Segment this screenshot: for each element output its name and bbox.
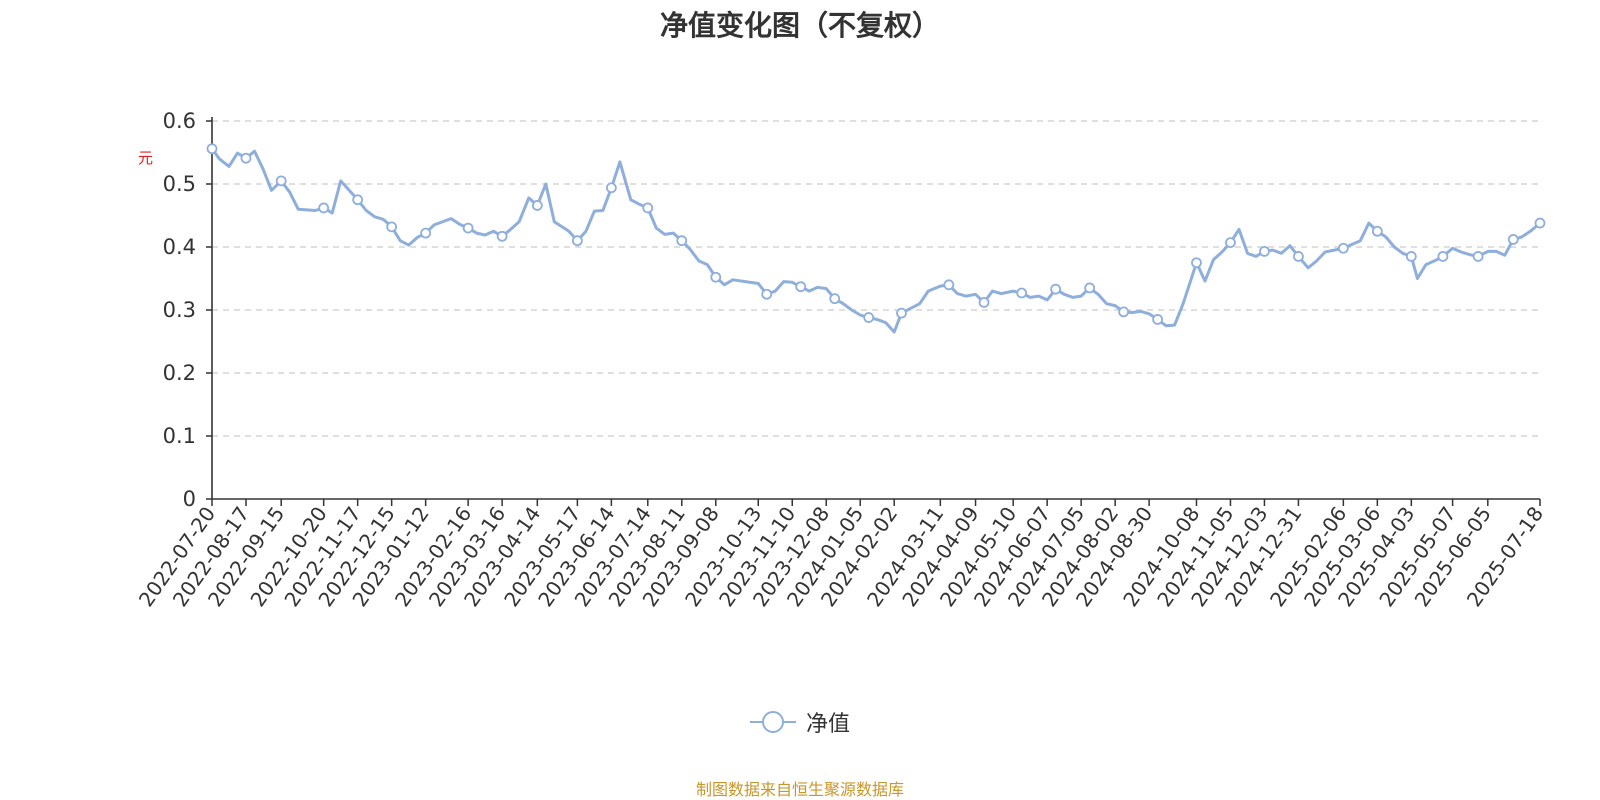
data-point [318,202,330,214]
line-chart: 00.10.20.30.40.50.62022-07-202022-08-172… [134,109,1548,611]
data-point [1507,234,1519,245]
data-point [676,235,688,247]
legend[interactable]: 净值 [0,706,1600,738]
data-point [1259,246,1270,257]
y-tick-label: 0.6 [163,109,196,133]
data-point [386,221,398,233]
data-point [1084,282,1096,294]
data-point [863,312,875,323]
data-point [1118,306,1130,318]
data-point [1337,242,1349,254]
data-point [1472,251,1484,262]
data-point [240,152,252,164]
y-tick-label: 0.1 [163,424,196,448]
data-point [462,222,474,234]
data-point [710,271,722,283]
data-point [829,293,841,305]
y-tick-label: 0.2 [163,361,196,385]
data-point [605,182,617,194]
data-point [896,307,907,319]
y-tick-label: 0.5 [163,172,196,196]
data-point [1050,283,1062,295]
data-point [642,202,654,214]
data-point [1225,237,1236,248]
legend-label: 净值 [805,712,850,737]
y-tick-label: 0.3 [163,298,196,322]
data-point [761,288,773,300]
data-point [978,297,990,308]
y-tick-label: 0.4 [163,235,196,259]
data-point [1405,251,1417,262]
data-point [1534,217,1546,229]
data-point [1371,225,1383,237]
y-tick-label: 0 [183,487,196,511]
data-point [1293,251,1304,262]
data-point [420,227,432,239]
circle-line-icon [749,711,796,733]
data-point [1016,287,1028,299]
data-point [571,235,583,247]
data-point [206,143,218,155]
data-point [1191,257,1202,269]
y-axis-unit-label: 元 [136,150,154,165]
data-point [531,200,543,211]
data-point [1152,314,1164,325]
series-line-nav [210,147,1542,334]
data-point [496,230,508,242]
chart-title: 净值变化图（不复权） [659,9,940,42]
data-source-note: 制图数据来自恒生聚源数据库 [695,780,904,799]
data-point [795,281,807,293]
data-point [1437,251,1449,262]
data-point [943,279,955,291]
data-point [275,175,287,187]
data-point [352,194,364,206]
